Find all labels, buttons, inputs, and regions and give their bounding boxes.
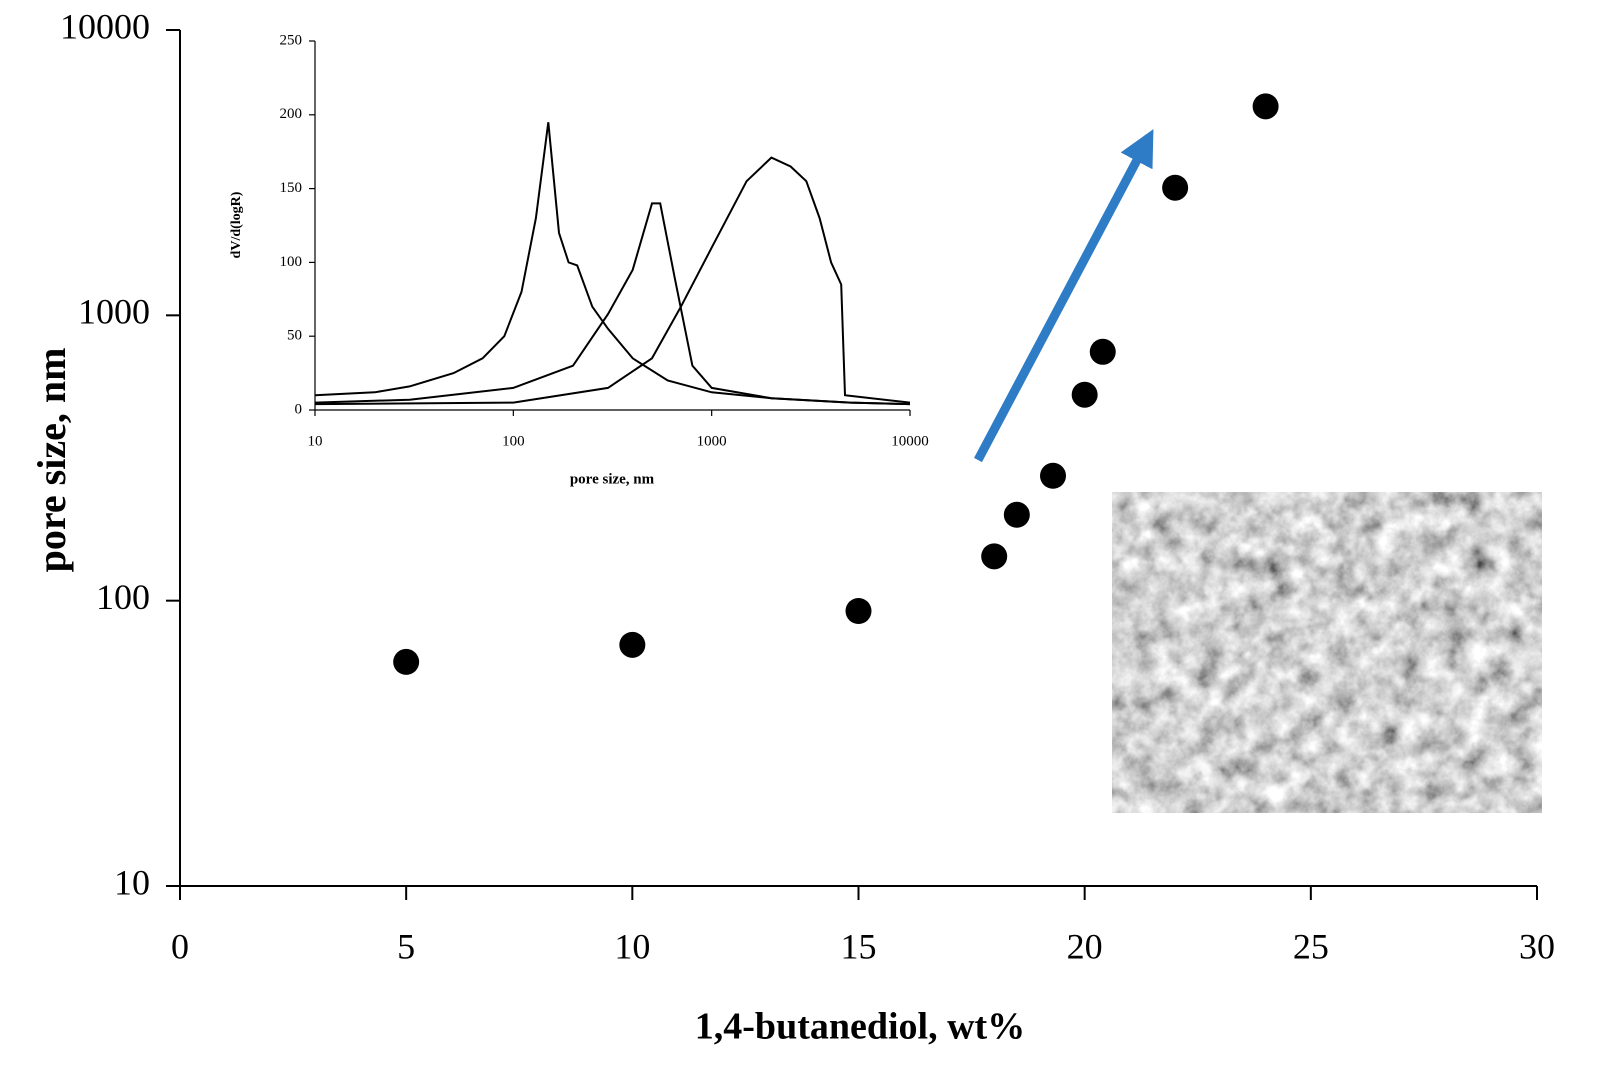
distribution-curve	[314, 122, 911, 406]
x-tick-label: 100	[502, 433, 525, 449]
x-tick-label: 5	[397, 926, 415, 966]
data-point	[1003, 501, 1030, 528]
y-tick-label: 100	[280, 254, 303, 270]
y-axis-label: pore size, nm	[29, 348, 74, 573]
y-tick-label: 250	[280, 32, 303, 48]
data-point	[1252, 93, 1279, 120]
sem-image	[1112, 492, 1542, 813]
data-point	[393, 648, 420, 675]
data-point	[1040, 462, 1067, 489]
x-tick-label: 10	[614, 926, 650, 966]
y-tick-label: 50	[287, 328, 302, 344]
x-tick-label: 0	[171, 926, 189, 966]
trend-arrow	[974, 129, 1154, 463]
data-point	[845, 597, 872, 624]
x-tick-label: 1000	[697, 433, 727, 449]
x-tick-label: 20	[1067, 926, 1103, 966]
distribution-curve	[314, 156, 911, 406]
y-tick-label: 10	[114, 862, 150, 902]
data-point	[981, 543, 1008, 570]
x-tick-label: 25	[1293, 926, 1329, 966]
inset-y-axis-label: dV/d(logR)	[229, 191, 244, 258]
y-tick-label: 200	[280, 106, 303, 122]
data-point	[619, 631, 646, 658]
distribution-curve	[314, 202, 911, 406]
y-tick-label: 0	[295, 401, 303, 417]
y-tick-label: 1000	[78, 292, 150, 332]
x-axis-label: 1,4-butanediol, wt%	[695, 1006, 1025, 1048]
x-tick-label: 15	[841, 926, 877, 966]
data-point	[1089, 338, 1116, 365]
inset-x-axis-label: pore size, nm	[570, 471, 655, 487]
y-tick-label: 150	[280, 180, 303, 196]
x-tick-label: 10	[308, 433, 323, 449]
y-tick-label: 10000	[60, 6, 150, 46]
x-tick-label: 30	[1519, 926, 1555, 966]
data-point	[1071, 381, 1098, 408]
x-tick-label: 10000	[891, 433, 929, 449]
data-point	[1162, 174, 1189, 201]
y-tick-label: 100	[96, 577, 150, 617]
